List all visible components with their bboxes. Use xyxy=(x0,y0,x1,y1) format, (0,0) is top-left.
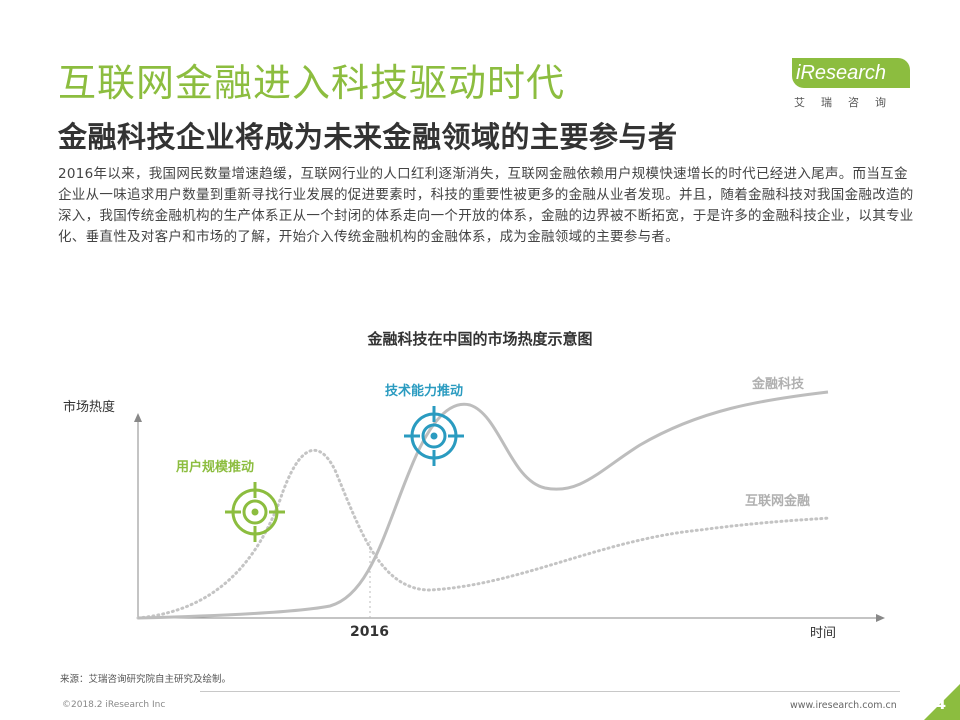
x-axis-arrow xyxy=(876,614,885,622)
target-icon-tech xyxy=(404,406,464,466)
series-label-fintech: 金融科技 xyxy=(751,376,805,392)
annotation-label-tech: 技术能力推动 xyxy=(385,383,463,399)
source-note: 来源：艾瑞咨询研究院自主研究及绘制。 xyxy=(60,674,232,685)
body-paragraph: 2016年以来，我国网民数量增速趋缓，互联网行业的人口红利逐渐消失，互联网金融依… xyxy=(58,166,914,245)
page-number: 4 xyxy=(935,694,947,713)
series-label-internet-finance: 互联网金融 xyxy=(745,493,810,509)
logo-badge: iResearch xyxy=(792,58,910,88)
footer-divider xyxy=(200,691,900,692)
series-line-internet-finance xyxy=(136,449,832,620)
website-url: www.iresearch.com.cn xyxy=(790,700,897,711)
iresearch-logo: iResearch 艾瑞咨询 xyxy=(792,58,922,109)
page-title: 互联网金融进入科技驱动时代 xyxy=(58,61,566,105)
copyright: ©2018.2 iResearch Inc xyxy=(62,700,166,710)
y-axis-arrow xyxy=(134,413,142,422)
logo-subtitle: 艾瑞咨询 xyxy=(794,96,902,109)
target-icon-user-scale xyxy=(225,482,285,542)
annotation-label-user-scale: 用户规模推动 xyxy=(175,459,254,475)
logo-name: iResearch xyxy=(796,62,887,84)
chart-title: 金融科技在中国的市场热度示意图 xyxy=(367,330,593,348)
y-axis-label: 市场热度 xyxy=(63,399,115,415)
page-subtitle: 金融科技企业将成为未来金融领域的主要参与者 xyxy=(58,120,678,154)
x-axis-label: 时间 xyxy=(810,626,836,641)
x-marker-label: 2016 xyxy=(350,624,389,640)
series-line-fintech xyxy=(137,390,829,620)
